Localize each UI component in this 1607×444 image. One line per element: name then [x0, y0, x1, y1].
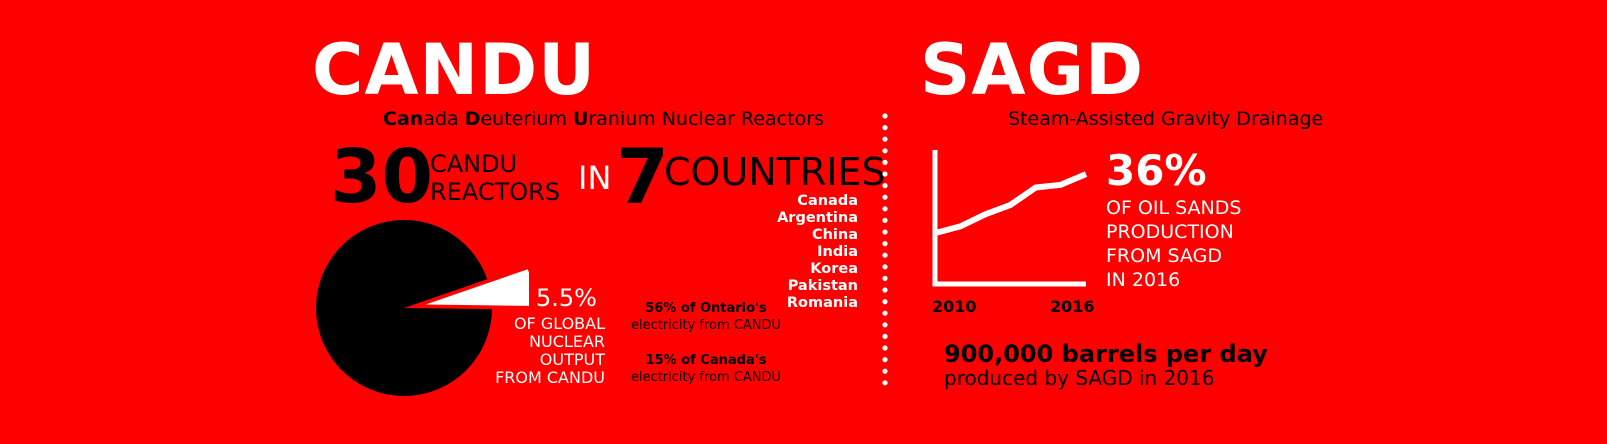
global-share-pie [316, 219, 529, 396]
list-item: China [811, 227, 858, 243]
sagd-share-value: 36% [1106, 146, 1207, 195]
candu-title: CANDU [312, 29, 597, 111]
divider-dot [882, 217, 888, 223]
divider-dot [882, 194, 888, 200]
divider-dot [882, 345, 888, 351]
sagd-line-chart: 2010 2016 [932, 150, 1095, 316]
divider-dot [882, 171, 888, 177]
divider-dot [882, 264, 888, 270]
divider-dot [882, 229, 888, 235]
global-share-label: OF GLOBAL NUCLEAR OUTPUT FROM CANDU [495, 314, 605, 387]
divider-dot [882, 299, 888, 305]
divider-dot [882, 310, 888, 316]
canada-stat: 15% of Canada's electricity from CANDU [630, 353, 782, 385]
divider-dot [882, 333, 888, 339]
divider-dot [882, 125, 888, 131]
country-list: Canada Argentina China India Korea Pakis… [740, 193, 858, 312]
divider-dot [882, 380, 888, 386]
list-item: Canada [797, 193, 858, 209]
global-share-value: 5.5% [536, 284, 597, 312]
divider-dot [882, 159, 888, 165]
divider-dot [882, 206, 888, 212]
list-item: Romania [786, 295, 858, 311]
divider-dot [882, 241, 888, 247]
barrels-per-day: 900,000 barrels per day [944, 340, 1268, 368]
candu-subtitle: Canada Deuterium Uranium Nuclear Reactor… [383, 108, 824, 130]
divider-dot [882, 368, 888, 374]
dotted-divider [882, 113, 888, 386]
reactor-count: 30 [330, 134, 433, 220]
divider-dot [882, 148, 888, 154]
list-item: Argentina [777, 210, 858, 226]
sagd-subtitle: Steam-Assisted Gravity Drainage [1008, 108, 1324, 130]
divider-dot [882, 322, 888, 328]
ontario-stat: 56% of Ontario's electricity from CANDU [630, 301, 782, 333]
divider-dot [882, 252, 888, 258]
list-item: India [817, 244, 858, 260]
sagd-share-label: OF OIL SANDS PRODUCTION FROM SAGD IN 201… [1106, 197, 1242, 291]
divider-dot [882, 113, 888, 119]
x-tick-label: 2010 [932, 297, 977, 316]
divider-dot [882, 357, 888, 363]
countries-label: COUNTRIES [664, 150, 886, 194]
pie-slice-other [316, 219, 492, 396]
x-tick-label: 2016 [1050, 297, 1095, 316]
pie-slice-candu [425, 269, 529, 306]
country-count: 7 [616, 132, 669, 221]
divider-dot [882, 183, 888, 189]
sagd-title: SAGD [920, 29, 1145, 111]
divider-dot [882, 287, 888, 293]
y-axis [932, 150, 1086, 287]
divider-dot [882, 136, 888, 142]
barrels-caption: produced by SAGD in 2016 [944, 366, 1215, 390]
divider-dot [882, 275, 888, 281]
list-item: Korea [810, 261, 858, 277]
reactors-label: CANDU REACTORS [430, 150, 561, 206]
sagd-series-line [934, 171, 1088, 236]
in-label: IN [578, 159, 612, 197]
list-item: Pakistan [787, 278, 858, 294]
